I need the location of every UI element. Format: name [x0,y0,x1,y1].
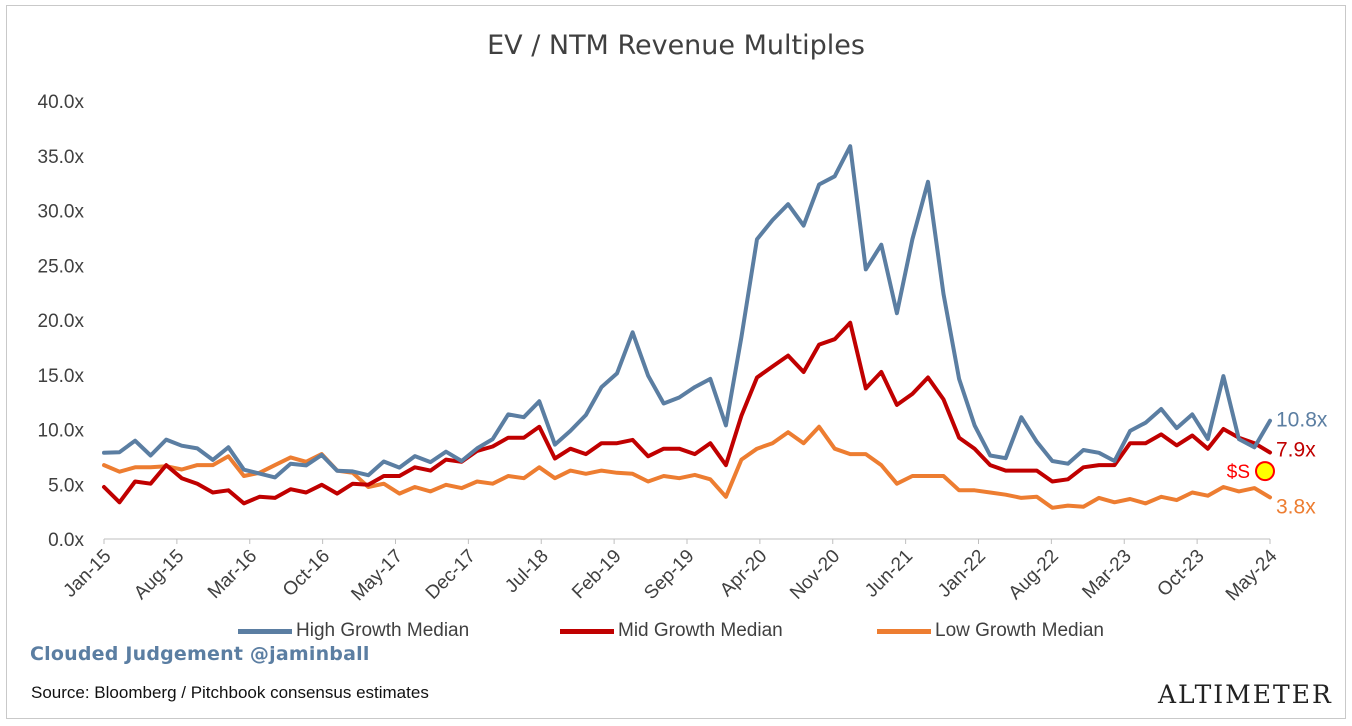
chart-annotations: 3.8x 7.9x 10.8x $S [1227,409,1328,519]
x-tick-label: Sep-19 [640,546,698,604]
annotation-label: $S [1227,462,1250,483]
end-value-label-low-growth-median: 3.8x [1276,495,1316,518]
x-tick-label: Mar-16 [204,546,261,603]
y-tick-label: 5.0x [48,475,84,496]
legend-label-high-growth: High Growth Median [296,620,470,641]
y-tick-label: 10.0x [38,421,85,442]
y-tick-label: 15.0x [38,366,85,387]
y-tick-label: 0.0x [48,530,84,551]
x-tick-label: Aug-22 [1005,546,1063,604]
x-tick-label: Jan-15 [60,546,116,602]
legend-item-low-growth: Low Growth Median [877,620,1104,642]
chart-title: EV / NTM Revenue Multiples [487,30,865,61]
chart-series [102,144,1272,510]
legend-swatch-mid-growth [560,628,614,634]
x-tick-label: Jul-18 [501,546,552,597]
y-tick-label: 40.0x [38,92,85,113]
series-line-low-growth-median [102,424,1272,510]
x-tick-label: Aug-15 [130,546,188,604]
legend-label-low-growth: Low Growth Median [935,620,1104,641]
x-tick-label: Apr-20 [716,546,771,601]
x-tick-label: May-17 [347,546,407,606]
x-tick-label: May-24 [1222,545,1282,605]
y-tick-label: 30.0x [38,202,85,223]
end-value-label-mid-growth-median: 7.9x [1276,438,1316,461]
chart-legend: High Growth Median Mid Growth Median Low… [0,620,1352,646]
x-tick-label: Dec-17 [422,546,480,604]
series-line-high-growth-median [102,144,1272,480]
y-tick-label: 25.0x [38,256,85,277]
legend-item-mid-growth: Mid Growth Median [560,620,783,642]
y-tick-label: 20.0x [38,311,85,332]
legend-label-mid-growth: Mid Growth Median [618,620,783,641]
watermark-text: Clouded Judgement @jaminball [30,643,370,665]
x-tick-label: Feb-19 [568,546,625,603]
x-tick-label: Oct-16 [279,546,334,601]
y-tick-label: 35.0x [38,147,85,168]
series-line-mid-growth-median [102,320,1272,506]
x-tick-label: Mar-23 [1078,546,1135,603]
x-tick-label: Jun-21 [861,546,917,602]
legend-swatch-low-growth [877,628,931,634]
brand-logo: ALTIMETER [1158,680,1333,709]
chart-axes: 0.0x 5.0x 10.0x 15.0x 20.0x 25.0x 30.0x 35.0x 40… [38,92,1282,605]
x-tick-label: Nov-20 [786,546,844,604]
legend-swatch-high-growth [238,628,292,634]
end-value-label-high-growth-median: 10.8x [1276,409,1328,432]
x-tick-label: Jan-22 [934,546,990,602]
x-tick-label: Oct-23 [1153,546,1208,601]
source-note: Source: Bloomberg / Pitchbook consensus … [31,683,429,702]
chart-frame [6,5,1346,719]
annotation-marker [1255,461,1275,482]
legend-item-high-growth: High Growth Median [238,620,469,642]
